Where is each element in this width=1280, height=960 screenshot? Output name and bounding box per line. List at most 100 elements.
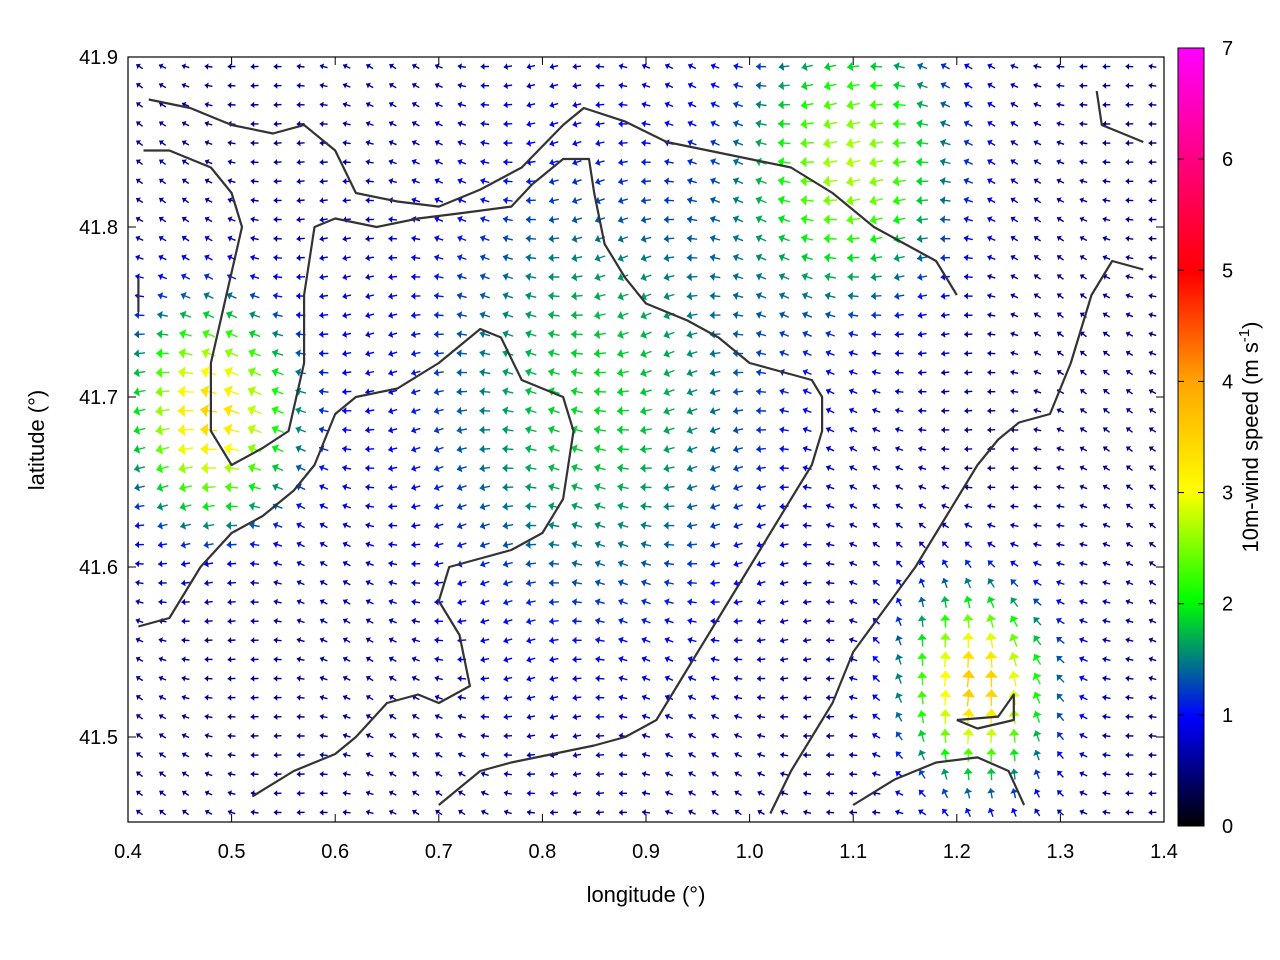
wind-vector	[892, 137, 906, 149]
wind-vector	[273, 216, 282, 223]
wind-vector	[987, 407, 996, 414]
wind-vector	[1079, 369, 1087, 376]
wind-vector	[1079, 694, 1088, 701]
wind-vector	[319, 216, 328, 223]
wind-vector	[779, 292, 790, 300]
wind-vector	[826, 771, 835, 778]
wind-vector	[434, 541, 444, 549]
wind-vector	[777, 138, 791, 148]
colorbar-tick-label: 6	[1222, 149, 1233, 171]
wind-vector	[1056, 369, 1065, 376]
wind-vector	[1079, 484, 1088, 491]
wind-vector	[342, 541, 351, 548]
wind-vector	[918, 809, 927, 816]
wind-vector	[1033, 616, 1042, 626]
wind-vector	[1125, 656, 1134, 663]
wind-vector	[779, 407, 789, 415]
wind-vector	[135, 809, 144, 816]
wind-vector	[687, 713, 697, 720]
wind-vector	[177, 385, 194, 398]
wind-vector	[226, 560, 237, 568]
wind-vector	[617, 330, 629, 339]
wind-vector	[1079, 216, 1088, 223]
wind-vector	[388, 311, 398, 319]
wind-vector	[825, 483, 835, 491]
wind-vector	[732, 196, 744, 205]
wind-vector	[134, 483, 145, 492]
wind-vector	[895, 751, 904, 759]
wind-vector	[617, 521, 629, 530]
wind-vector	[479, 502, 490, 511]
wind-vector	[273, 541, 283, 548]
wind-vector	[158, 637, 167, 644]
wind-vector	[548, 234, 560, 243]
colorbar-tick-label: 0	[1222, 816, 1233, 838]
wind-vector	[435, 790, 443, 797]
wind-vector	[618, 655, 628, 663]
wind-vector	[641, 675, 651, 682]
wind-vector	[434, 732, 443, 739]
wind-vector	[135, 254, 144, 261]
wind-vector	[687, 598, 697, 606]
wind-vector	[571, 598, 582, 606]
wind-vector	[964, 522, 973, 529]
wind-vector	[618, 809, 628, 816]
wind-vector	[342, 120, 351, 127]
wind-vector	[757, 732, 766, 739]
wind-vector	[709, 234, 721, 243]
wind-vector	[271, 348, 284, 358]
wind-vector	[342, 330, 352, 338]
wind-vector	[664, 675, 674, 682]
wind-vector	[941, 484, 950, 491]
wind-vector	[319, 675, 328, 682]
wind-vector	[342, 790, 351, 797]
wind-vector	[572, 809, 581, 816]
wind-vector	[963, 101, 973, 108]
wind-vector	[848, 330, 859, 338]
wind-vector	[503, 101, 513, 109]
wind-vector	[1125, 293, 1134, 299]
wind-vector	[342, 483, 352, 491]
wind-vector	[595, 101, 605, 109]
wind-vector	[526, 120, 536, 128]
wind-vector	[802, 522, 812, 529]
wind-vector	[388, 771, 397, 777]
wind-vector	[1125, 598, 1134, 605]
wind-vector	[825, 349, 835, 357]
wind-vector	[1102, 770, 1111, 778]
wind-vector	[1079, 408, 1088, 414]
wind-vector	[823, 118, 838, 130]
wind-vector	[365, 771, 374, 777]
wind-vector	[1010, 807, 1018, 817]
wind-vector	[435, 771, 443, 777]
wind-vector	[388, 617, 397, 625]
wind-vector	[157, 541, 168, 549]
wind-vector	[1148, 618, 1157, 624]
wind-vector	[895, 541, 903, 548]
wind-vector	[250, 656, 259, 663]
wind-vector	[780, 751, 789, 759]
colorbar-tick-label: 4	[1222, 371, 1233, 393]
wind-vector	[1148, 580, 1157, 586]
wind-vector	[365, 790, 374, 797]
x-tick-label: 0.5	[218, 841, 246, 863]
wind-vector	[388, 120, 397, 127]
wind-vector	[342, 694, 351, 701]
wind-vector	[180, 521, 191, 530]
wind-vector	[571, 253, 583, 263]
wind-vector	[1125, 637, 1134, 644]
wind-vector	[733, 656, 743, 663]
wind-vector	[202, 310, 215, 320]
wind-vector	[480, 713, 490, 721]
wind-vector	[803, 809, 812, 816]
wind-vector	[711, 771, 719, 777]
wind-vector	[526, 139, 536, 147]
wind-vector	[964, 541, 973, 549]
wind-vector	[250, 809, 259, 816]
wind-vector	[1056, 731, 1065, 741]
wind-vector	[1079, 656, 1088, 663]
wind-vector	[663, 502, 675, 511]
wind-vector	[964, 350, 973, 357]
wind-vector	[987, 578, 995, 588]
wind-vector	[503, 675, 513, 683]
